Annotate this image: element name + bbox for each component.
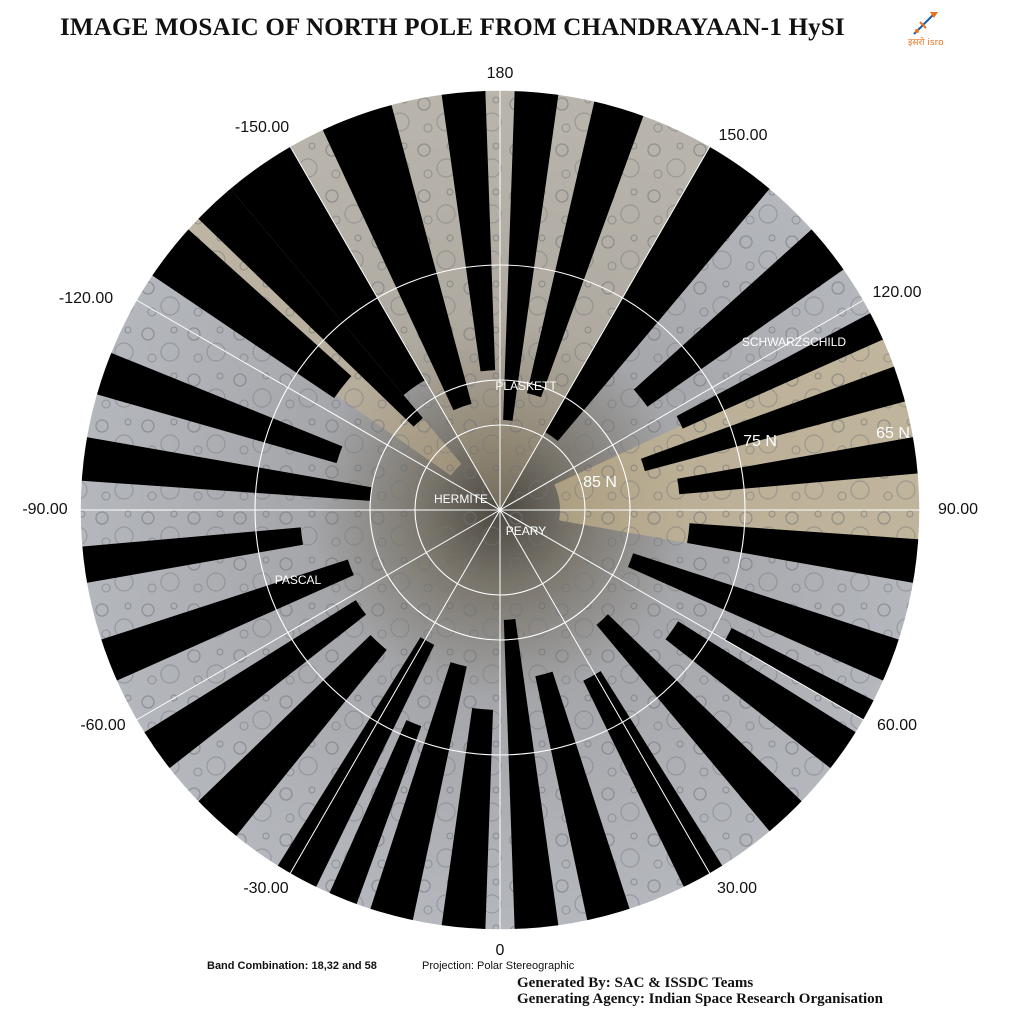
- coverage-gap: [545, 144, 772, 442]
- isro-logo-icon: इसरो isro: [908, 12, 944, 48]
- longitude-label: 30.00: [717, 880, 757, 897]
- coverage-gap: [369, 662, 467, 923]
- coverage-gap: [321, 102, 472, 411]
- coverage-gap: [535, 671, 631, 923]
- latitude-label: 65 N: [876, 425, 910, 442]
- coverage-gap: [196, 186, 423, 427]
- coverage-gap: [677, 436, 920, 495]
- coverage-gap: [503, 90, 559, 421]
- longitude-label: 180: [487, 65, 514, 82]
- coverage-gap: [98, 559, 354, 682]
- coverage-gap: [228, 144, 425, 396]
- longitude-label: 0: [496, 942, 505, 959]
- longitude-label: 60.00: [877, 717, 917, 734]
- generating-agency-credit: Generating Agency: Indian Space Research…: [517, 991, 883, 1007]
- latitude-label: 75 N: [743, 433, 777, 450]
- svg-text:इसरो isro: इसरो isro: [908, 36, 944, 48]
- longitude-line: [499, 299, 864, 511]
- coverage-gap: [596, 614, 804, 834]
- longitude-label: 120.00: [873, 284, 922, 301]
- coverage-gap: [441, 90, 496, 372]
- longitude-line: [499, 146, 711, 511]
- longitude-label: 90.00: [938, 501, 978, 518]
- crater-label: HERMITE: [434, 492, 488, 506]
- longitude-line: [499, 509, 864, 721]
- coverage-gap: [503, 618, 559, 930]
- crater-label: PLASKETT: [495, 379, 557, 393]
- coverage-gap: [196, 635, 387, 838]
- coverage-gap: [687, 523, 920, 584]
- coverage-gap: [80, 527, 304, 584]
- coverage-gap: [665, 621, 858, 770]
- longitude-label: -30.00: [243, 880, 288, 897]
- generated-by-credit: Generated By: SAC & ISSDC Teams: [517, 975, 754, 991]
- longitude-line: [136, 299, 501, 511]
- coverage-gap: [276, 637, 435, 890]
- projection-note: Projection: Polar Stereographic: [422, 960, 575, 972]
- coverage-gap: [328, 720, 422, 907]
- coverage-gap: [583, 671, 724, 890]
- coverage-gap: [640, 365, 908, 472]
- longitude-label: -60.00: [80, 717, 125, 734]
- longitude-line: [289, 146, 501, 511]
- coverage-gap: [150, 227, 352, 399]
- longitude-line: [136, 509, 501, 721]
- coverage-gap: [142, 600, 367, 770]
- longitude-label: 150.00: [719, 127, 768, 144]
- map-title: IMAGE MOSAIC OF NORTH POLE FROM CHANDRAY…: [60, 14, 845, 41]
- longitude-label: -120.00: [59, 290, 113, 307]
- coverage-gap: [676, 311, 886, 429]
- longitude-label: -90.00: [22, 501, 67, 518]
- longitude-line: [289, 509, 501, 874]
- coverage-gap: [94, 351, 343, 464]
- coverage-gap: [725, 628, 877, 721]
- coverage-gap: [526, 98, 645, 398]
- longitude-label: -150.00: [235, 119, 289, 136]
- coverage-gap: [627, 553, 902, 682]
- latitude-label: 85 N: [583, 474, 617, 491]
- band-combination-note: Band Combination: 18,32 and 58: [207, 960, 377, 972]
- crater-label: PASCAL: [275, 573, 322, 587]
- coverage-gap: [441, 708, 494, 930]
- coverage-gap: [633, 227, 846, 407]
- coverage-gap: [80, 436, 372, 501]
- longitude-line: [499, 509, 711, 874]
- crater-label: PEARY: [506, 524, 546, 538]
- crater-label: SCHWARZSCHILD: [742, 335, 847, 349]
